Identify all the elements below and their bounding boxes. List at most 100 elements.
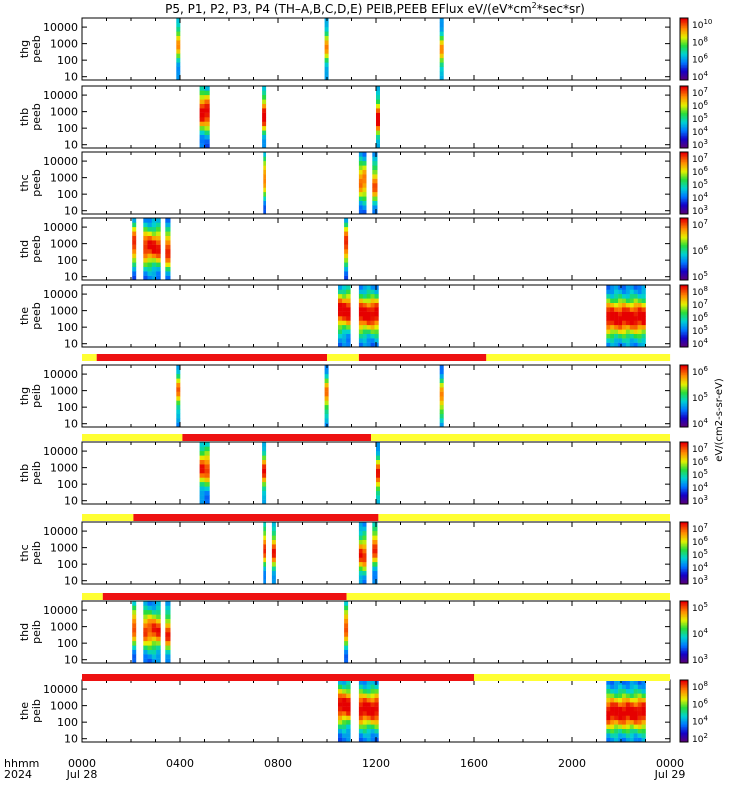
spectrogram-cell (338, 724, 343, 729)
spectrogram-cell (324, 418, 329, 423)
spectrogram-cell (204, 94, 210, 100)
colorbar-cell (680, 496, 688, 499)
spectrogram-cell (614, 728, 619, 734)
spectrogram-cell (156, 240, 161, 245)
colorbar-tick-exponent: 4 (703, 715, 708, 723)
spectrogram-cell (610, 298, 615, 303)
panel-ylabel: thgpeeb (18, 35, 43, 63)
spectrogram-cell (610, 342, 615, 348)
spectrogram-cell (344, 605, 349, 611)
colorbar-cell (680, 95, 688, 98)
spectrogram-cell (165, 257, 171, 263)
spectrogram-cell (370, 680, 375, 685)
spectrogram-cell (633, 702, 638, 707)
spectrogram-cell (366, 697, 371, 703)
spectrogram-cell (372, 156, 378, 162)
colorbar-tick-exponent: 3 (703, 574, 707, 582)
spectrogram-cell (338, 711, 343, 716)
colorbar-cell (680, 694, 688, 696)
spectrogram-cell (606, 329, 611, 334)
colorbar-cell (680, 32, 688, 34)
colorbar-cell (680, 695, 688, 698)
colorbar-cell (680, 258, 688, 261)
spectrogram-cell (338, 285, 343, 290)
spectrogram-cell (622, 293, 627, 299)
ylabel-species: peib (30, 384, 43, 408)
spectrogram-cell (633, 302, 638, 308)
spectrogram-cell (372, 187, 378, 193)
spectrogram-cell (362, 688, 367, 694)
spectrogram-cell (358, 557, 363, 563)
spectrogram-cell (641, 715, 646, 721)
spectrogram-cell (366, 302, 371, 308)
spectrogram-cell (262, 143, 267, 149)
spectrogram-cell (342, 293, 347, 299)
spectrogram-cell (372, 575, 378, 580)
ylabel-species: peib (30, 541, 43, 565)
spectrogram-cell (143, 636, 148, 642)
spectrogram-cell (358, 311, 364, 317)
spectrogram-cell (132, 257, 137, 263)
spectrogram-cell (344, 636, 349, 642)
spectrogram-cell (262, 125, 267, 131)
colorbar-cell (680, 262, 688, 265)
spectrogram-cell (143, 275, 148, 281)
spectrogram-cell (625, 697, 631, 703)
colorbar-cell (680, 328, 688, 331)
colorbar-tick-label: 106 (692, 697, 708, 710)
y-tick-label: 100 (57, 478, 78, 491)
spectrogram-cell (629, 289, 634, 295)
spectrogram-cell (629, 733, 634, 738)
ylabel-species: peeb (30, 169, 43, 197)
spectrogram-cell (151, 275, 157, 281)
spectrogram-cell (262, 112, 267, 118)
spectrogram-cell (637, 688, 642, 694)
spectrogram-cell (151, 235, 157, 241)
spectrogram-cell (346, 702, 351, 707)
colorbar-tick-label: 107 (692, 522, 708, 535)
spectrogram-cell (637, 298, 642, 303)
spectrogram-cell (263, 570, 266, 576)
colorbar-tick-base: 10 (692, 577, 704, 587)
colorbar-tick-exponent: 4 (703, 481, 708, 489)
spectrogram-cell (358, 693, 364, 698)
colorbar-cell (680, 532, 688, 535)
spectrogram-cell (262, 477, 267, 483)
spectrogram-cell (614, 329, 619, 334)
colorbar-cell (680, 126, 688, 129)
spectrogram-cell (204, 125, 210, 131)
colorbar-cell (680, 203, 688, 206)
colorbar-cell (680, 152, 688, 154)
spectrogram-cell (439, 373, 444, 379)
colorbar-tick-base: 10 (692, 141, 704, 151)
y-tick-label: 10000 (43, 21, 78, 34)
spectrogram-cell (165, 658, 171, 664)
colorbar-tick-base: 10 (692, 73, 704, 83)
spectrogram-cell (633, 338, 638, 343)
colorbar-cell (680, 704, 688, 707)
spectrogram-cell (629, 342, 634, 348)
spectrogram-cell (633, 680, 638, 685)
spectrogram-cell (366, 285, 371, 290)
colorbar-cell (680, 72, 688, 75)
spectrogram-cell (633, 715, 638, 721)
spectrogram-cell (346, 320, 351, 326)
spectrogram-cell (176, 18, 181, 23)
spectrogram-cell (641, 307, 646, 312)
spectrogram-cell (199, 473, 205, 478)
colorbar-tick-exponent: 4 (703, 417, 708, 425)
spectrogram-cell (262, 450, 267, 456)
spectrogram-cell (633, 688, 638, 694)
colorbar-cell (680, 291, 688, 294)
spectrogram-cell (633, 289, 638, 295)
colorbar-cell (680, 255, 688, 258)
colorbar-cell (680, 726, 688, 729)
colorbar-frame (679, 85, 689, 149)
colorbar-cell (680, 446, 688, 449)
spectrogram-cell (622, 715, 627, 721)
spectrogram-cell (362, 342, 367, 348)
spectrogram-cell (625, 728, 631, 734)
spectrogram-cell (199, 499, 205, 505)
colorbar-cell (680, 692, 688, 695)
